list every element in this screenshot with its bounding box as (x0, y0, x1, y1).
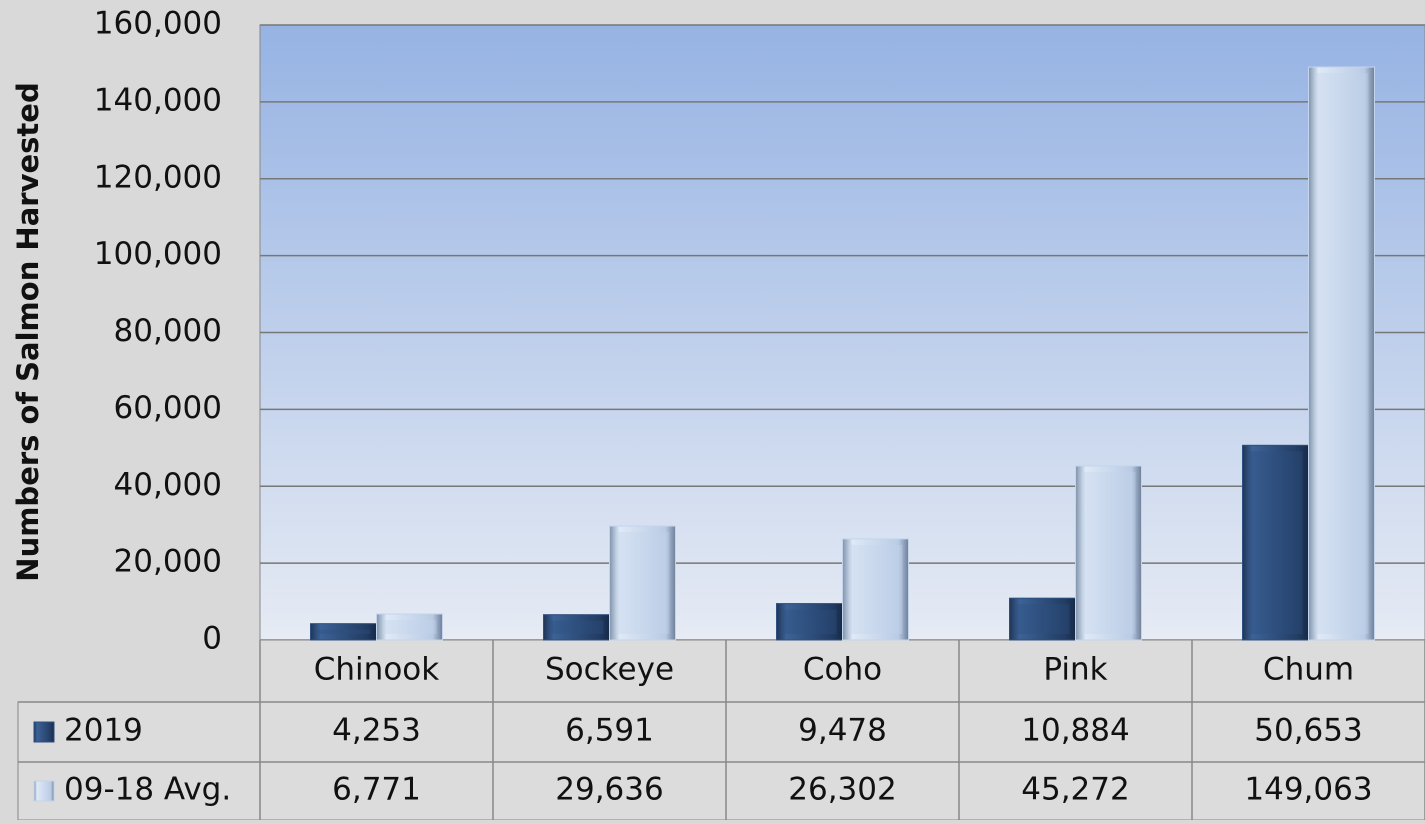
value-label: 45,272 (1021, 772, 1129, 808)
y-tick-label: 120,000 (94, 159, 222, 195)
y-tick-label: 100,000 (94, 236, 222, 272)
y-axis-label: Numbers of Salmon Harvested (11, 82, 45, 581)
bar-bevel (1081, 471, 1136, 634)
x-tick-label: Chum (1263, 652, 1354, 688)
bar (842, 538, 909, 641)
bar (609, 525, 676, 641)
legend-key (33, 721, 55, 743)
bar-bevel (1248, 451, 1303, 634)
value-label: 10,884 (1021, 713, 1129, 749)
value-label: 149,063 (1244, 772, 1372, 808)
bar-bevel (316, 629, 371, 634)
legend-key (33, 780, 55, 802)
x-tick-label: Coho (803, 652, 882, 688)
bar (376, 613, 443, 641)
bar-bevel (1314, 73, 1369, 635)
x-tick-label: Sockeye (545, 652, 674, 688)
y-tick-label: 20,000 (114, 544, 222, 580)
x-tick-label: Pink (1043, 652, 1107, 688)
bar (776, 603, 843, 641)
bar-bevel (615, 532, 670, 634)
value-label: 6,771 (332, 772, 421, 808)
value-label: 6,591 (565, 713, 654, 749)
y-tick-label: 80,000 (114, 313, 222, 349)
bar (1308, 66, 1375, 641)
bar (1075, 465, 1142, 641)
value-label: 26,302 (788, 772, 896, 808)
bar-bevel (848, 544, 903, 634)
x-tick-label: Chinook (314, 652, 439, 688)
bar-bevel (382, 619, 437, 634)
y-tick-label: 140,000 (94, 82, 222, 118)
y-tick-label: 160,000 (94, 6, 222, 42)
y-tick-label: 40,000 (114, 467, 222, 503)
value-label: 4,253 (332, 713, 421, 749)
value-label: 29,636 (555, 772, 663, 808)
y-tick-label: 0 (202, 621, 222, 657)
table-bg (17, 701, 1425, 821)
value-label: 50,653 (1254, 713, 1362, 749)
y-tick-label: 60,000 (114, 390, 222, 426)
legend-label: 09-18 Avg. (64, 772, 231, 808)
bar (1009, 597, 1076, 641)
legend-label: 2019 (64, 713, 143, 749)
bar-bevel (549, 620, 604, 634)
bar-bevel (782, 609, 837, 634)
value-label: 9,478 (798, 713, 887, 749)
bar (543, 614, 610, 641)
bar-bevel (1015, 604, 1070, 634)
table-bg (259, 639, 1425, 703)
